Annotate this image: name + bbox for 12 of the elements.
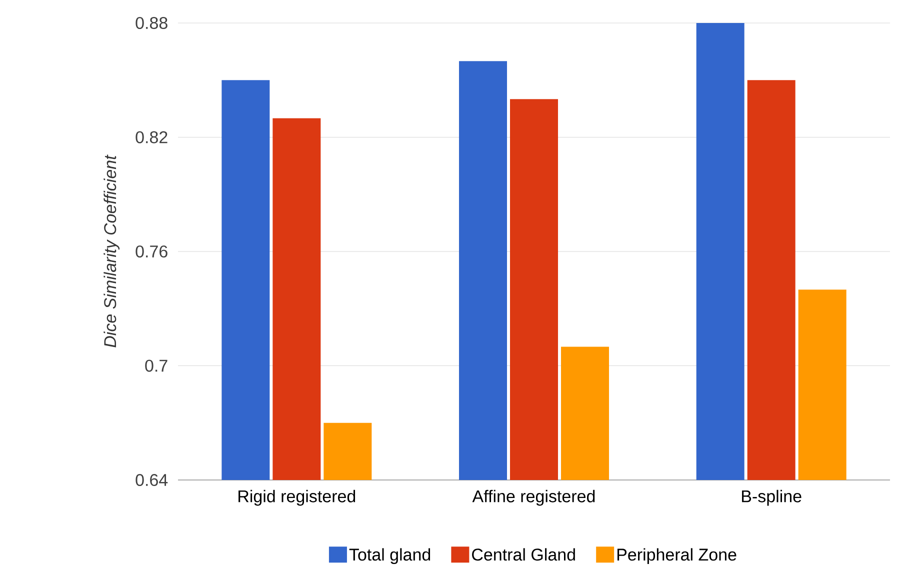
y-tick-label: 0.76 xyxy=(136,245,168,258)
x-tick-label: Rigid registered xyxy=(238,490,356,506)
legend-label: Peripheral Zone xyxy=(617,548,736,564)
y-tick-label: 0.82 xyxy=(136,131,168,144)
legend-label: Central Gland xyxy=(472,548,575,561)
x-tick-label: B-spline xyxy=(742,490,802,506)
y-axis-title: Dice Similarity Coefficient xyxy=(104,154,120,348)
y-tick-label: 0.64 xyxy=(136,474,168,486)
y-tick-label: 0.7 xyxy=(145,360,168,372)
x-tick-label: Affine registered xyxy=(472,490,595,506)
legend-label: Total gland xyxy=(349,548,430,564)
y-tick-label: 0.88 xyxy=(136,16,168,30)
